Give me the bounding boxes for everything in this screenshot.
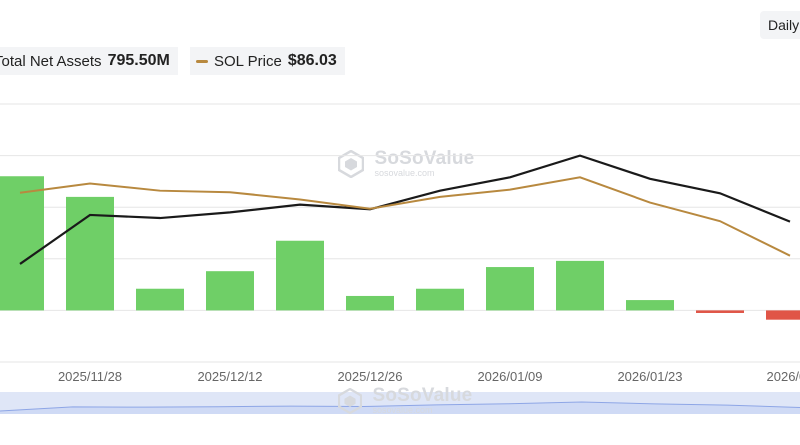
legend-net-assets-value: 795.50M bbox=[107, 52, 170, 69]
inflow-bar[interactable] bbox=[346, 295, 394, 311]
legend-net-assets[interactable]: Total Net Assets 795.50M bbox=[0, 47, 178, 75]
watermark-brand: SoSoValue bbox=[374, 148, 475, 169]
inflow-bars bbox=[0, 176, 800, 320]
sosovalue-logo-icon bbox=[338, 388, 362, 414]
legend-sol-price-value: $86.03 bbox=[287, 52, 337, 69]
inflow-bar[interactable] bbox=[276, 240, 324, 311]
x-axis-ticks: 2025/11/28 2025/12/12 2025/12/26 2026/01/09… bbox=[58, 369, 800, 384]
net-assets-line bbox=[19, 154, 791, 265]
watermark-navigator: SoSoValue sosovalue.com bbox=[338, 385, 473, 415]
inflow-bar[interactable] bbox=[136, 288, 184, 311]
watermark-main: SoSoValue sosovalue.com bbox=[338, 148, 475, 178]
inflow-bar[interactable] bbox=[416, 288, 464, 311]
x-tick-label: 2026/02 bbox=[767, 369, 800, 384]
x-tick-label: 2025/12/12 bbox=[197, 369, 262, 384]
inflow-bar[interactable] bbox=[556, 260, 604, 311]
x-tick-label: 2026/01/23 bbox=[617, 369, 682, 384]
inflow-bar[interactable] bbox=[766, 310, 800, 320]
legend-sol-price[interactable]: SOL Price $86.03 bbox=[190, 47, 345, 75]
legend-net-assets-label: Total Net Assets bbox=[0, 52, 102, 70]
inflow-bar[interactable] bbox=[696, 310, 744, 313]
sol-price-line bbox=[19, 176, 791, 257]
inflow-bar[interactable] bbox=[626, 300, 674, 311]
sosovalue-logo-icon bbox=[338, 150, 364, 178]
inflow-bar[interactable] bbox=[486, 267, 534, 311]
watermark-url: sosovalue.com bbox=[374, 168, 435, 178]
grid-lines bbox=[0, 103, 800, 363]
range-navigator[interactable] bbox=[0, 392, 800, 414]
interval-select-button[interactable]: Daily bbox=[760, 11, 800, 39]
legend-sol-price-label: SOL Price bbox=[214, 52, 282, 70]
navigator-area bbox=[0, 402, 800, 414]
x-tick-label: 2025/11/28 bbox=[58, 369, 122, 384]
x-tick-label: 2026/01/09 bbox=[477, 369, 542, 384]
inflow-bar[interactable] bbox=[206, 271, 254, 311]
watermark-brand: SoSoValue bbox=[372, 385, 473, 406]
inflow-bar[interactable] bbox=[0, 176, 44, 311]
x-tick-label: 2025/12/26 bbox=[337, 369, 402, 384]
navigator-line bbox=[0, 401, 800, 412]
sol-price-swatch-icon bbox=[196, 59, 208, 63]
watermark-url: sosovalue.com bbox=[372, 405, 433, 415]
